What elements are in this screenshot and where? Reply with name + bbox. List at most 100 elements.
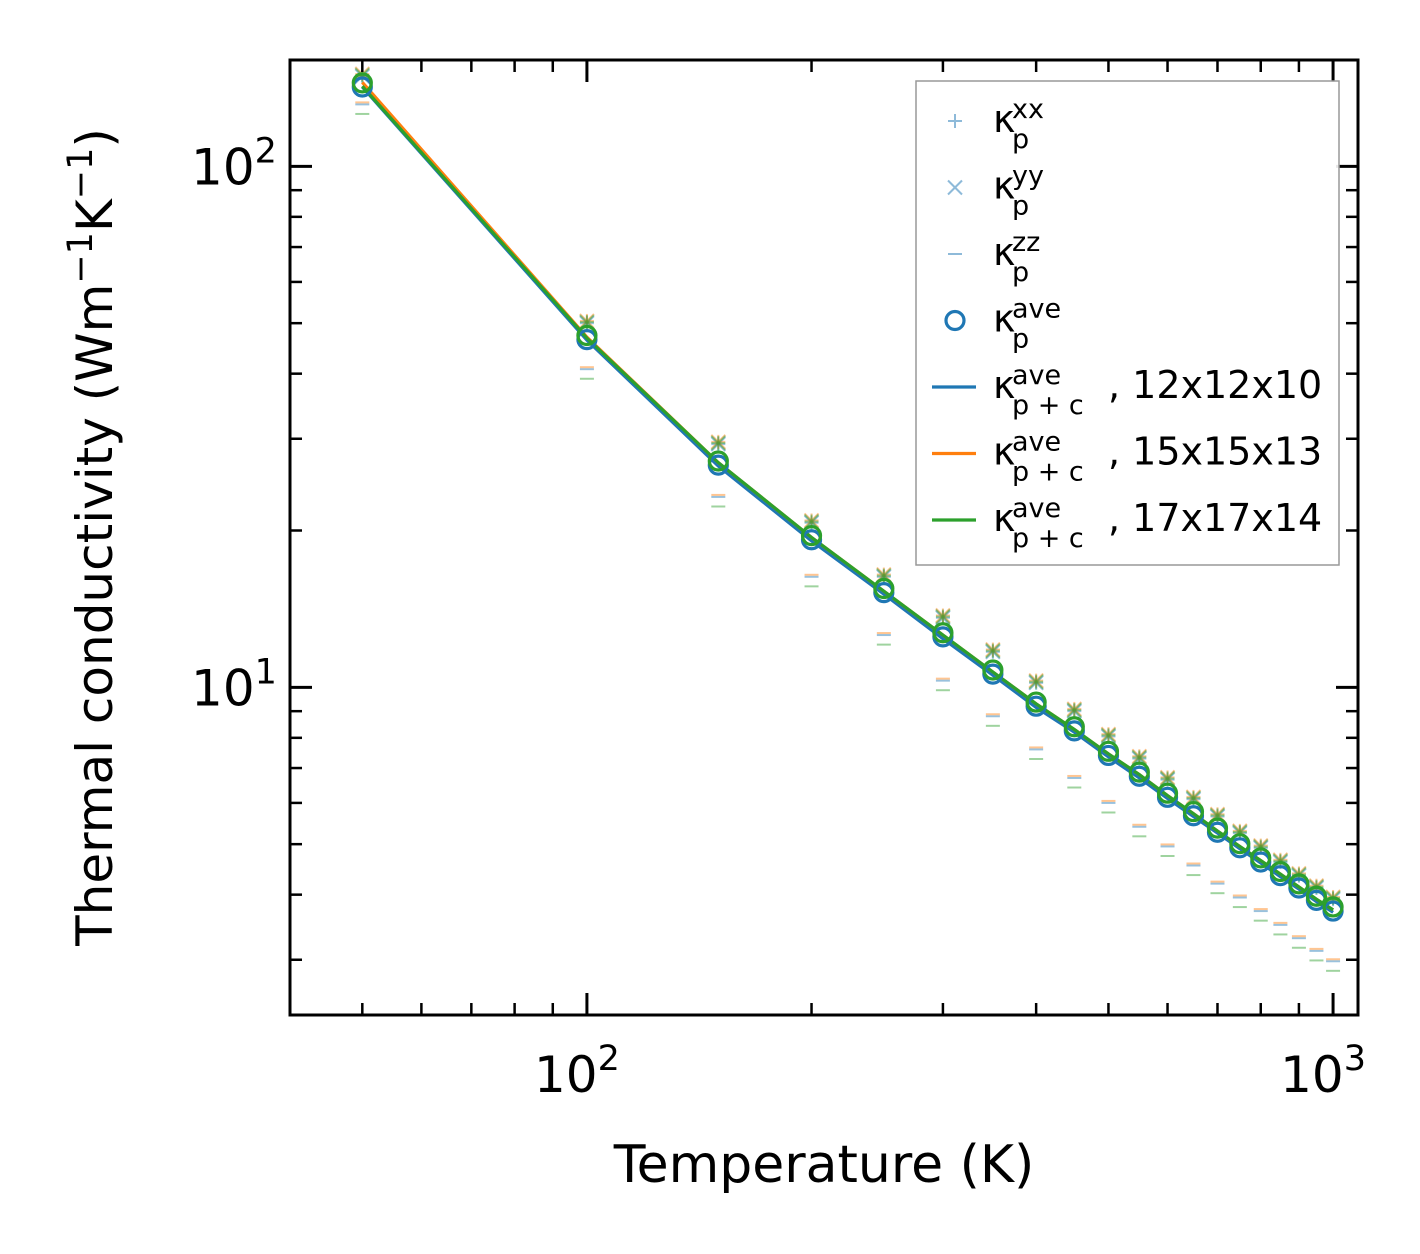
kp_yy_set2-point-d1 xyxy=(1028,672,1044,689)
kp_yy_set3-point-d2 xyxy=(1066,702,1083,718)
legend-superscript: xx xyxy=(1012,94,1044,125)
legend-superscript: ave xyxy=(1012,493,1061,524)
kp_ave_set3-point-ring xyxy=(1128,761,1150,783)
kp_yy_set3-point-d1 xyxy=(1131,749,1148,766)
legend-label: κave p xyxy=(993,294,1061,355)
kp_xx_set3-point xyxy=(1253,839,1268,854)
y-tick-label: 102 xyxy=(191,131,277,196)
kp_yy_set3-point-d2 xyxy=(710,435,727,451)
kp_yy_set3-point-d1 xyxy=(1066,702,1083,718)
kpc_12-line xyxy=(361,85,1334,914)
kp_ave_set3-point-ring xyxy=(1288,873,1310,895)
y-axis-label-exp2: −1 xyxy=(61,148,101,200)
kp_ave_set3-point-ring xyxy=(932,622,954,644)
kp_yy_set2-point xyxy=(1066,701,1083,717)
kp_ave_set3-point-ring xyxy=(1063,716,1085,738)
kp_yy_set2-point-d2 xyxy=(579,313,595,329)
y-tick-label: 101 xyxy=(191,652,277,717)
kp_xx_set2-point xyxy=(1029,673,1044,688)
legend-subscript: p xyxy=(1012,324,1029,355)
kp_yy-point-d1 xyxy=(935,610,951,626)
kp_yy-point-d2 xyxy=(1066,703,1083,719)
x-tick-label: 102 xyxy=(534,1039,620,1104)
kp_yy_set3-point-d2 xyxy=(1131,749,1148,766)
kp_yy_set3-point-d2 xyxy=(1159,770,1176,787)
legend-subscript: p + c xyxy=(1012,523,1084,554)
kp_xx_set2-point xyxy=(935,608,950,623)
x-tick-exp: 3 xyxy=(1344,1039,1366,1079)
kp_yy_set2-point-d2 xyxy=(1028,672,1044,689)
kp_ave_set3-point xyxy=(1156,782,1179,804)
kp_yy_set3-point xyxy=(710,435,727,451)
kp_ave_set3-point-ring xyxy=(1097,740,1120,762)
kp_yy-point-d2 xyxy=(1028,675,1044,691)
y-axis-label-end: ) xyxy=(66,128,124,148)
x-axis-ticks: 102 103 xyxy=(361,60,1366,1104)
kp_yy_set2-point xyxy=(803,512,820,529)
kp_xx_set3-point xyxy=(1067,703,1082,718)
x-tick-base: 10 xyxy=(1280,1046,1344,1104)
kp_ave_set3-point xyxy=(707,450,729,472)
y-tick-exp: 1 xyxy=(255,652,277,692)
kp_xx_set2-point xyxy=(1273,852,1288,867)
kp_xx_set3-point xyxy=(1029,674,1044,689)
kp_ave_set3-point-ring xyxy=(873,577,895,600)
kp_yy-point-d2 xyxy=(935,610,951,626)
legend-marker-plus xyxy=(948,114,962,128)
legend-label: κxx p xyxy=(993,94,1044,155)
kp_yy_set2-point-d2 xyxy=(985,641,1001,658)
kpc_17-line xyxy=(361,85,1334,912)
kp_ave_set3-point xyxy=(1063,716,1085,738)
kp_yy_set2-point-d2 xyxy=(1159,769,1176,786)
kp_yy_set2-point-d1 xyxy=(803,512,820,529)
kp_yy_set2-point xyxy=(1131,748,1148,764)
kp_xx_set2-point xyxy=(1067,701,1082,716)
kp_yy_set2-point xyxy=(1028,672,1044,689)
kp_yy_set2-point-d2 xyxy=(1185,789,1202,805)
kp_yy-point-d1 xyxy=(1100,728,1117,745)
kp_ave_set3-point-ring xyxy=(1156,782,1179,804)
kp_yy_set2-point xyxy=(1185,789,1202,805)
kp_yy_set2-point-d2 xyxy=(710,434,727,450)
kp_xx_set2-point xyxy=(711,434,726,449)
kp_yy_set3-point xyxy=(935,608,951,625)
legend-symbol: κ xyxy=(993,164,1015,208)
kp_ave_set3-point-ring xyxy=(1229,833,1251,855)
kp_xx-point xyxy=(1067,704,1082,719)
legend-label: κave p + c , 15x15x13 xyxy=(993,427,1322,488)
kp_xx-point xyxy=(1029,675,1044,690)
kp_yy_set3-point-d2 xyxy=(935,608,951,625)
kp_ave_set3-point-ring xyxy=(1305,885,1328,907)
kp_xx_set2-point xyxy=(1101,727,1116,742)
kp_xx-point xyxy=(985,644,1000,659)
kp_yy_set3-point xyxy=(1159,770,1176,787)
kp_yy_set3-point-d1 xyxy=(1100,727,1117,743)
kp_ave_set3-point xyxy=(1128,761,1150,783)
kp_yy-point-d2 xyxy=(710,436,727,452)
legend-label: κyy p xyxy=(993,161,1044,222)
kp_ave_set3-point xyxy=(1269,860,1291,883)
kp_ave_set3-point xyxy=(351,72,373,94)
x-tick-label: 103 xyxy=(1280,1039,1366,1104)
kp_yy_set3-point xyxy=(1066,702,1083,718)
legend-suffix: , 12x12x10 xyxy=(1108,363,1322,407)
kp_yy_set3-point-d2 xyxy=(1028,674,1044,690)
legend-superscript: zz xyxy=(1012,227,1040,258)
y-tick-exp: 2 xyxy=(255,131,277,171)
kp_yy-point-d2 xyxy=(985,644,1001,660)
kp_yy_set2-point xyxy=(935,607,951,624)
legend-subscript: p xyxy=(1012,124,1029,155)
kp_ave_set3-point xyxy=(1229,833,1251,855)
legend-label: κave p + c , 17x17x14 xyxy=(993,493,1322,554)
kp_ave_set3-point xyxy=(1206,817,1229,839)
legend-marker-circle-ring xyxy=(944,309,966,332)
kp_yy-point xyxy=(710,436,727,452)
kp_ave_set3-point-ring xyxy=(982,659,1004,681)
kp_ave_set3-point xyxy=(1322,896,1344,918)
kp_xx_set2-point xyxy=(1132,749,1147,764)
kp_yy-point-d2 xyxy=(1100,728,1117,745)
kp_yy_set2-point xyxy=(985,641,1001,658)
kp_yy-point xyxy=(1066,703,1083,719)
